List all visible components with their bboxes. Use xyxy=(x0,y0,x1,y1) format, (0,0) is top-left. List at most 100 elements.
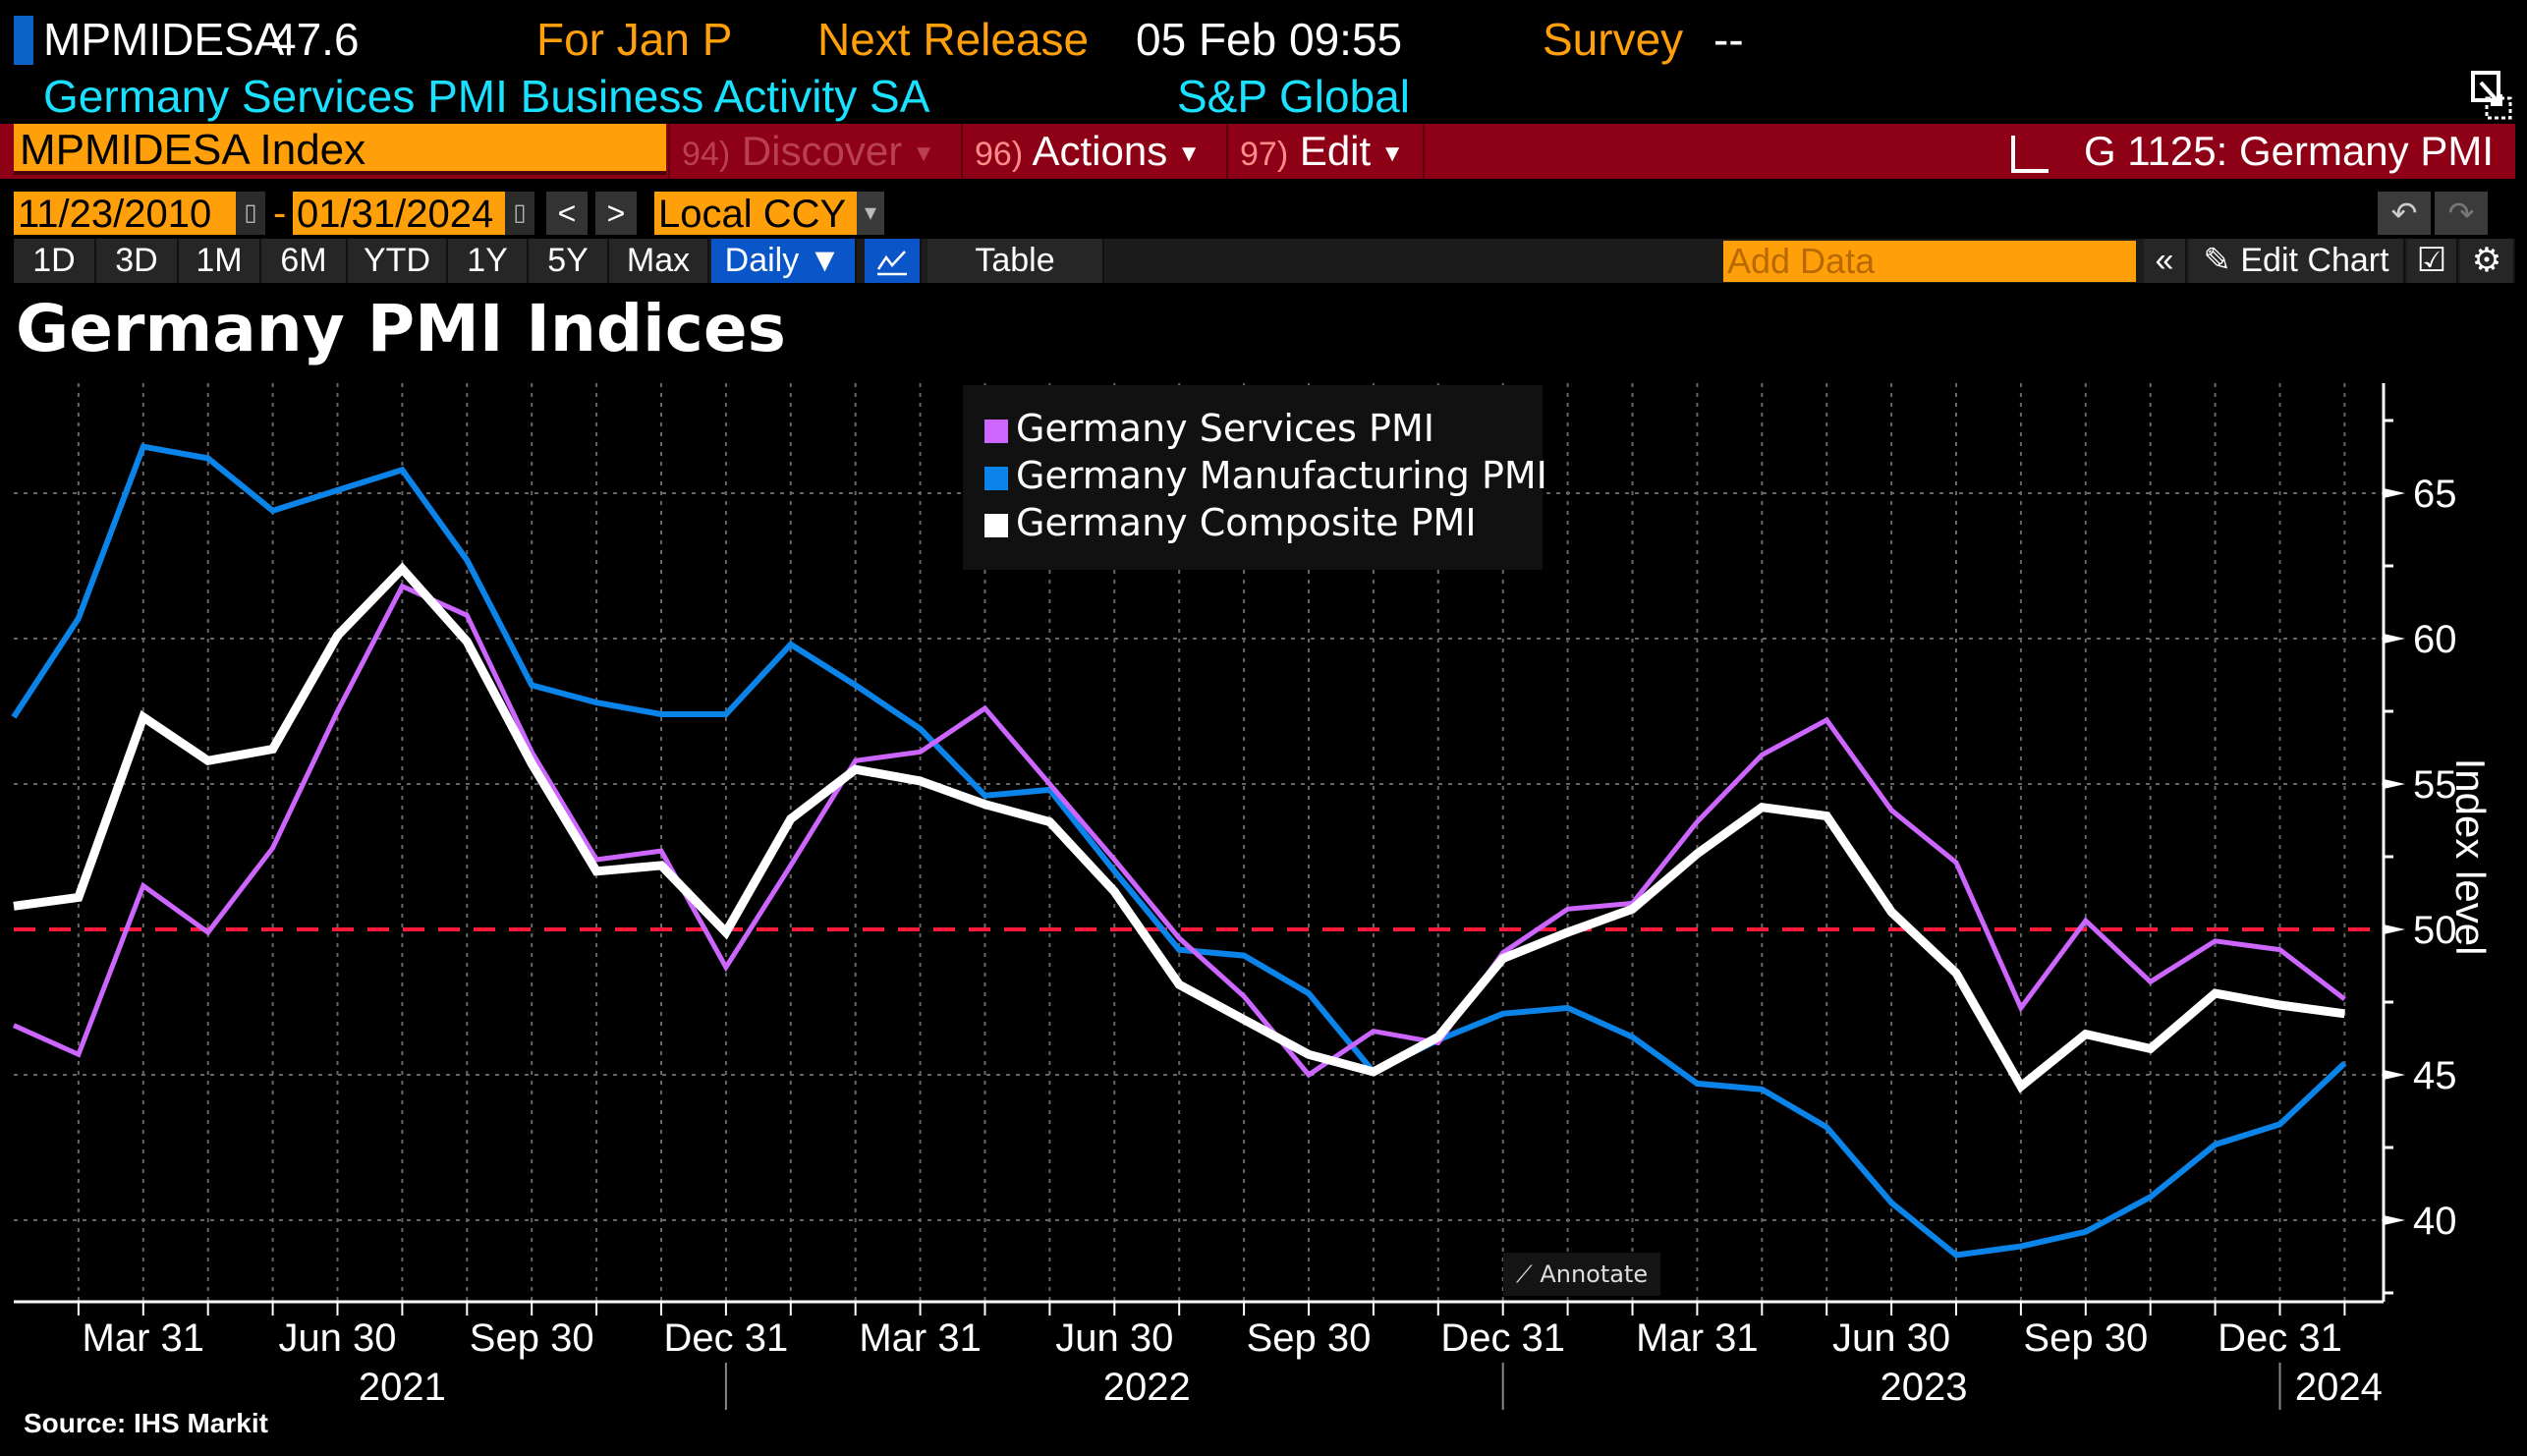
pencil-icon: ⟋ xyxy=(1515,1260,1533,1288)
line-chart: 40 45 50 55 60 65 Index level Mar 31 Jun 30 Sep 3… xyxy=(11,383,2494,1410)
services-swatch xyxy=(984,420,1008,443)
actions-label: Actions xyxy=(1032,128,1168,174)
collapse-button[interactable]: « xyxy=(2144,239,2187,283)
range-ytd-button[interactable]: YTD xyxy=(348,239,448,283)
x-tick-label: Sep 30 xyxy=(2023,1316,2148,1360)
discover-number: 94) xyxy=(682,136,731,173)
range-toolbar: 1D 3D 1M 6M YTD 1Y 5Y Max Daily ▼ Table … xyxy=(14,239,2515,283)
range-1d-button[interactable]: 1D xyxy=(14,239,96,283)
edit-chart-label: Edit Chart xyxy=(2240,242,2389,279)
composite-swatch xyxy=(984,514,1008,537)
add-data-input[interactable]: Add Data xyxy=(1723,241,2136,282)
legend-item-composite[interactable]: Germany Composite PMI xyxy=(984,499,1477,546)
x-year-label: 2023 xyxy=(1881,1366,1968,1409)
start-date-input[interactable]: 11/23/2010 xyxy=(14,192,236,236)
calendar-icon[interactable]: ▯ xyxy=(236,192,265,235)
annotate-label: Annotate xyxy=(1540,1260,1649,1288)
y-tick-label: 55 xyxy=(2413,763,2457,807)
x-tick-label: Dec 31 xyxy=(1440,1316,1565,1360)
source-vendor: S&P Global xyxy=(1177,71,1410,122)
command-bar: MPMIDESA Index 94) Discover ▼ 96) Actions… xyxy=(0,124,2515,179)
x-tick-label: Sep 30 xyxy=(470,1316,594,1360)
range-max-button[interactable]: Max xyxy=(609,239,709,283)
x-tick-label: Mar 31 xyxy=(83,1316,205,1360)
checklist-icon[interactable]: ☑ xyxy=(2407,239,2458,283)
y-tick-marker xyxy=(2384,634,2405,644)
calendar-icon[interactable]: ▯ xyxy=(505,192,534,235)
end-date-input[interactable]: 01/31/2024 xyxy=(293,192,505,236)
security-description-row: Germany Services PMI Business Activity S… xyxy=(0,67,2527,126)
undo-button[interactable]: ↶ xyxy=(2378,192,2431,235)
actions-number: 96) xyxy=(975,136,1024,173)
range-5y-button[interactable]: 5Y xyxy=(529,239,609,283)
ticker-short: MPMIDESA xyxy=(43,14,285,65)
graph-title[interactable]: G 1125: Germany PMI xyxy=(2010,124,2494,179)
actions-menu[interactable]: 96) Actions ▼ xyxy=(961,124,1226,179)
survey-label: Survey xyxy=(1543,14,1684,65)
legend-label: Germany Services PMI xyxy=(1016,407,1434,450)
graph-title-text: G 1125: Germany PMI xyxy=(2083,128,2494,174)
next-release-label: Next Release xyxy=(817,14,1090,65)
security-description: Germany Services PMI Business Activity S… xyxy=(43,71,930,122)
chart-title: Germany PMI Indices xyxy=(16,291,786,366)
y-tick-label: 45 xyxy=(2413,1054,2457,1097)
x-tick-label: Mar 31 xyxy=(1636,1316,1759,1360)
x-tick-label: Dec 31 xyxy=(2218,1316,2342,1360)
x-tick-label: Dec 31 xyxy=(664,1316,789,1360)
pencil-icon: ✎ xyxy=(2203,242,2231,279)
series-lines xyxy=(11,443,2347,1259)
y-axis-label: Index level xyxy=(2447,758,2494,956)
expand-window-icon[interactable] xyxy=(2471,71,2512,120)
divider xyxy=(1423,124,1425,179)
y-tick-label: 60 xyxy=(2413,618,2457,661)
y-tick-marker xyxy=(2384,924,2405,934)
gear-icon[interactable]: ⚙ xyxy=(2460,239,2515,283)
undo-icon: ↶ xyxy=(2390,196,2418,231)
date-separator: - xyxy=(273,192,287,235)
x-year-label: 2024 xyxy=(2295,1366,2383,1409)
x-tick-label: Jun 30 xyxy=(278,1316,396,1360)
range-1m-button[interactable]: 1M xyxy=(179,239,261,283)
annotate-button[interactable]: ⟋ Annotate xyxy=(1503,1253,1660,1296)
period-label: For Jan P xyxy=(536,14,733,65)
table-view-button[interactable]: Table xyxy=(927,239,1104,283)
y-tick-marker xyxy=(2384,488,2405,498)
currency-select[interactable]: Local CCY xyxy=(654,192,857,236)
axes: 40 45 50 55 60 65 Index level Mar 31 Jun 30 Sep 3… xyxy=(14,383,2494,1410)
chevron-down-icon[interactable]: ▾ xyxy=(857,192,884,235)
source-note: Source: IHS Markit xyxy=(24,1408,268,1438)
caret-down-icon: ▼ xyxy=(1380,140,1404,167)
discover-label: Discover xyxy=(741,128,903,174)
edit-label: Edit xyxy=(1299,128,1372,174)
range-6m-button[interactable]: 6M xyxy=(261,239,348,283)
legend-item-services[interactable]: Germany Services PMI xyxy=(984,405,1434,452)
line-chart-icon[interactable] xyxy=(865,239,922,283)
x-tick-label: Mar 31 xyxy=(859,1316,982,1360)
y-tick-label: 65 xyxy=(2413,473,2457,516)
edit-chart-button[interactable]: ✎ Edit Chart xyxy=(2189,239,2405,283)
y-tick-marker xyxy=(2384,1215,2405,1225)
grid xyxy=(14,383,2384,1302)
redo-button[interactable]: ↷ xyxy=(2435,192,2488,235)
launch-icon xyxy=(2010,135,2049,173)
range-3d-button[interactable]: 3D xyxy=(96,239,179,283)
caret-down-icon: ▼ xyxy=(912,140,935,167)
next-period-button[interactable]: > xyxy=(595,192,637,235)
range-1y-button[interactable]: 1Y xyxy=(448,239,529,283)
legend-label: Germany Manufacturing PMI xyxy=(1016,454,1547,497)
x-tick-label: Jun 30 xyxy=(1055,1316,1173,1360)
frequency-dropdown[interactable]: Daily ▼ xyxy=(711,239,857,283)
previous-period-button[interactable]: < xyxy=(546,192,588,235)
x-tick-label: Jun 30 xyxy=(1832,1316,1950,1360)
ticker-input[interactable]: MPMIDESA Index xyxy=(14,124,666,175)
legend-item-manufacturing[interactable]: Germany Manufacturing PMI xyxy=(984,452,1547,499)
next-release-value: 05 Feb 09:55 xyxy=(1136,14,1403,65)
discover-menu[interactable]: 94) Discover ▼ xyxy=(668,124,961,179)
edit-menu[interactable]: 97) Edit ▼ xyxy=(1226,124,1423,179)
redo-icon: ↷ xyxy=(2447,196,2475,231)
x-tick-label: Sep 30 xyxy=(1247,1316,1372,1360)
y-tick-label: 40 xyxy=(2413,1200,2457,1243)
last-value: 47.6 xyxy=(271,14,360,65)
y-tick-marker xyxy=(2384,1070,2405,1080)
y-tick-label: 50 xyxy=(2413,909,2457,952)
